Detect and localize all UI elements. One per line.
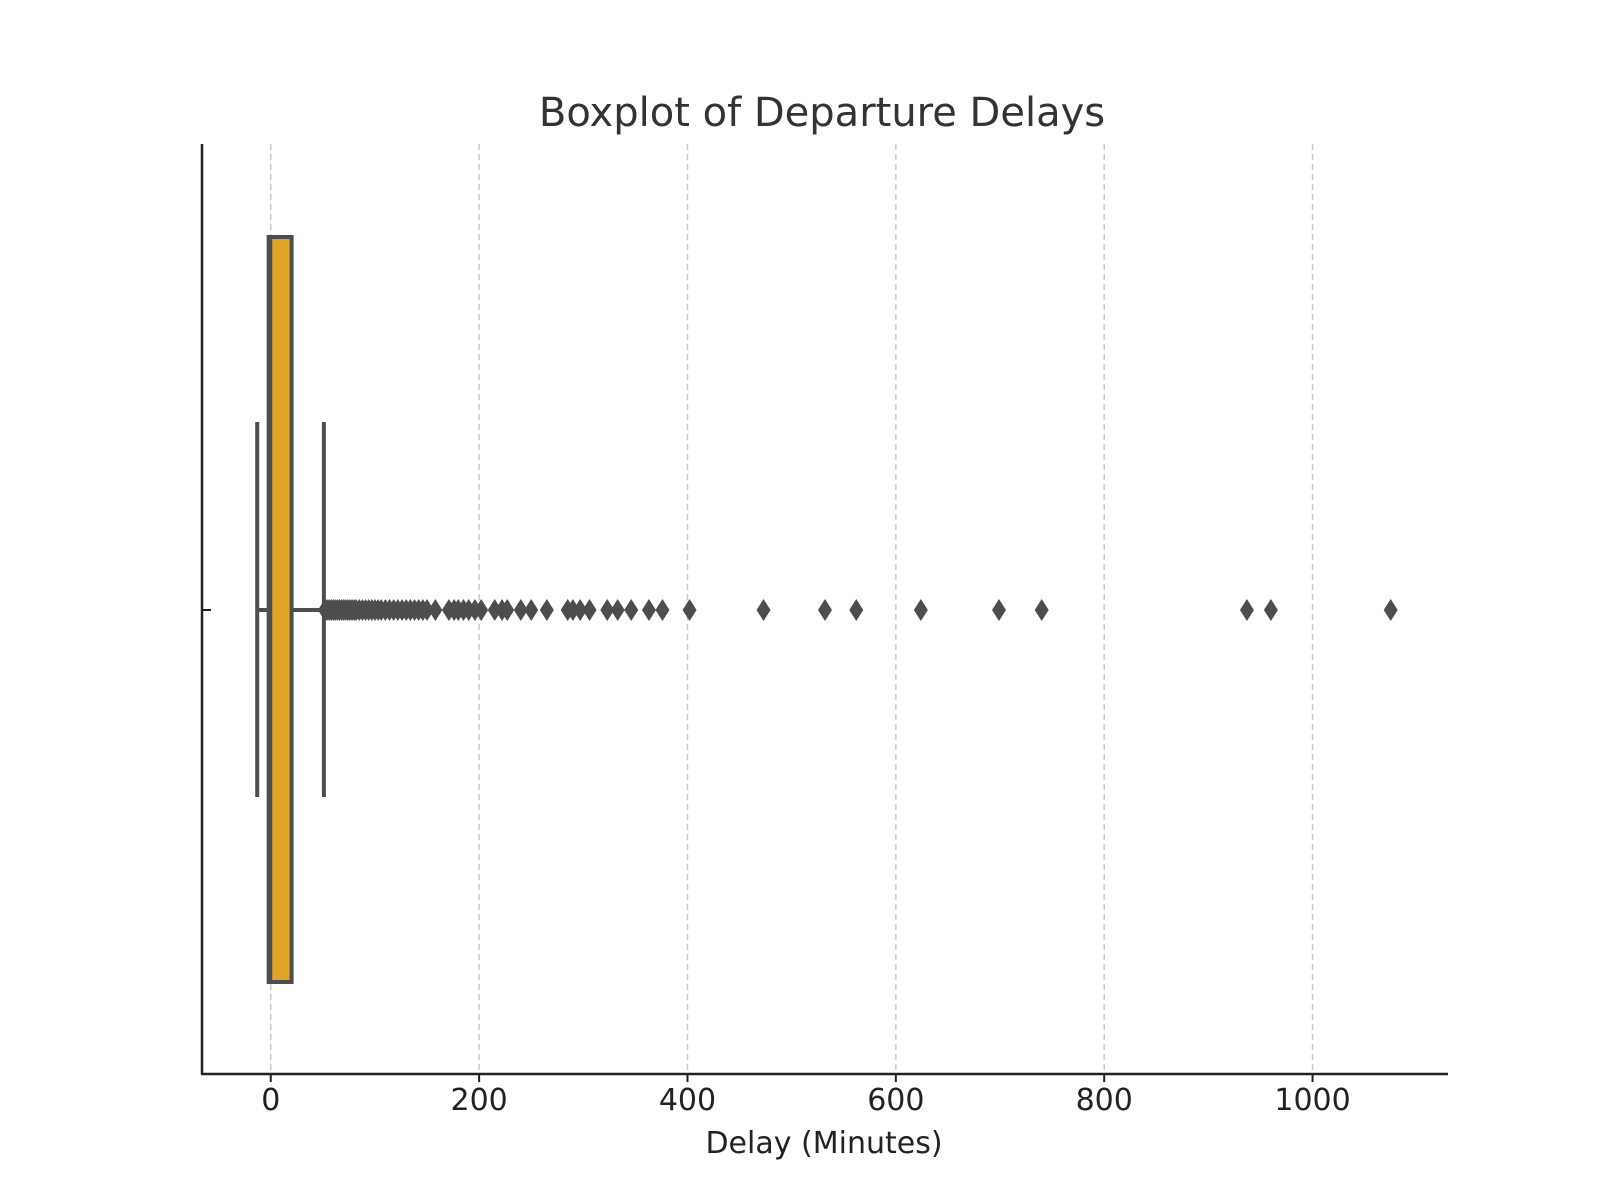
outlier-point	[513, 599, 528, 621]
outlier-point	[849, 599, 864, 621]
outlier-point	[573, 599, 588, 621]
outlier-point	[624, 599, 639, 621]
outlier-point	[420, 599, 435, 621]
outlier-point	[610, 599, 625, 621]
outlier-point	[682, 599, 697, 621]
outlier-point	[539, 599, 554, 621]
outlier-point	[428, 599, 443, 621]
outlier-point	[818, 599, 832, 621]
outlier-markers	[317, 599, 1398, 621]
outlier-point	[524, 599, 539, 621]
outlier-point	[474, 599, 489, 621]
x-tick-label: 0	[261, 1083, 280, 1118]
outlier-point	[500, 599, 515, 621]
x-tick-label: 1000	[1274, 1083, 1350, 1118]
axes	[200, 144, 1448, 1076]
outlier-point	[756, 599, 771, 621]
box-group	[255, 235, 326, 984]
outlier-point	[1239, 599, 1254, 621]
outlier-point	[487, 599, 502, 621]
outlier-point	[600, 599, 615, 621]
iqr-box	[266, 235, 294, 984]
outlier-point	[1263, 599, 1278, 621]
outlier-point	[1383, 599, 1398, 621]
outlier-point	[1034, 599, 1049, 621]
x-tick-label: 400	[659, 1083, 716, 1118]
x-axis-label: Delay (Minutes)	[705, 1126, 942, 1161]
chart-title: Boxplot of Departure Delays	[539, 90, 1105, 136]
x-axis-ticks: 0 200 400 600 800 1000	[261, 1074, 1351, 1118]
x-tick-label: 600	[867, 1083, 924, 1118]
x-tick-label: 800	[1076, 1083, 1133, 1118]
outlier-point	[641, 599, 656, 621]
outlier-point	[582, 599, 597, 621]
outlier-point	[913, 599, 928, 621]
outlier-point	[655, 599, 670, 621]
x-tick-label: 200	[450, 1083, 507, 1118]
outlier-point	[565, 599, 580, 621]
outlier-point	[991, 599, 1006, 621]
